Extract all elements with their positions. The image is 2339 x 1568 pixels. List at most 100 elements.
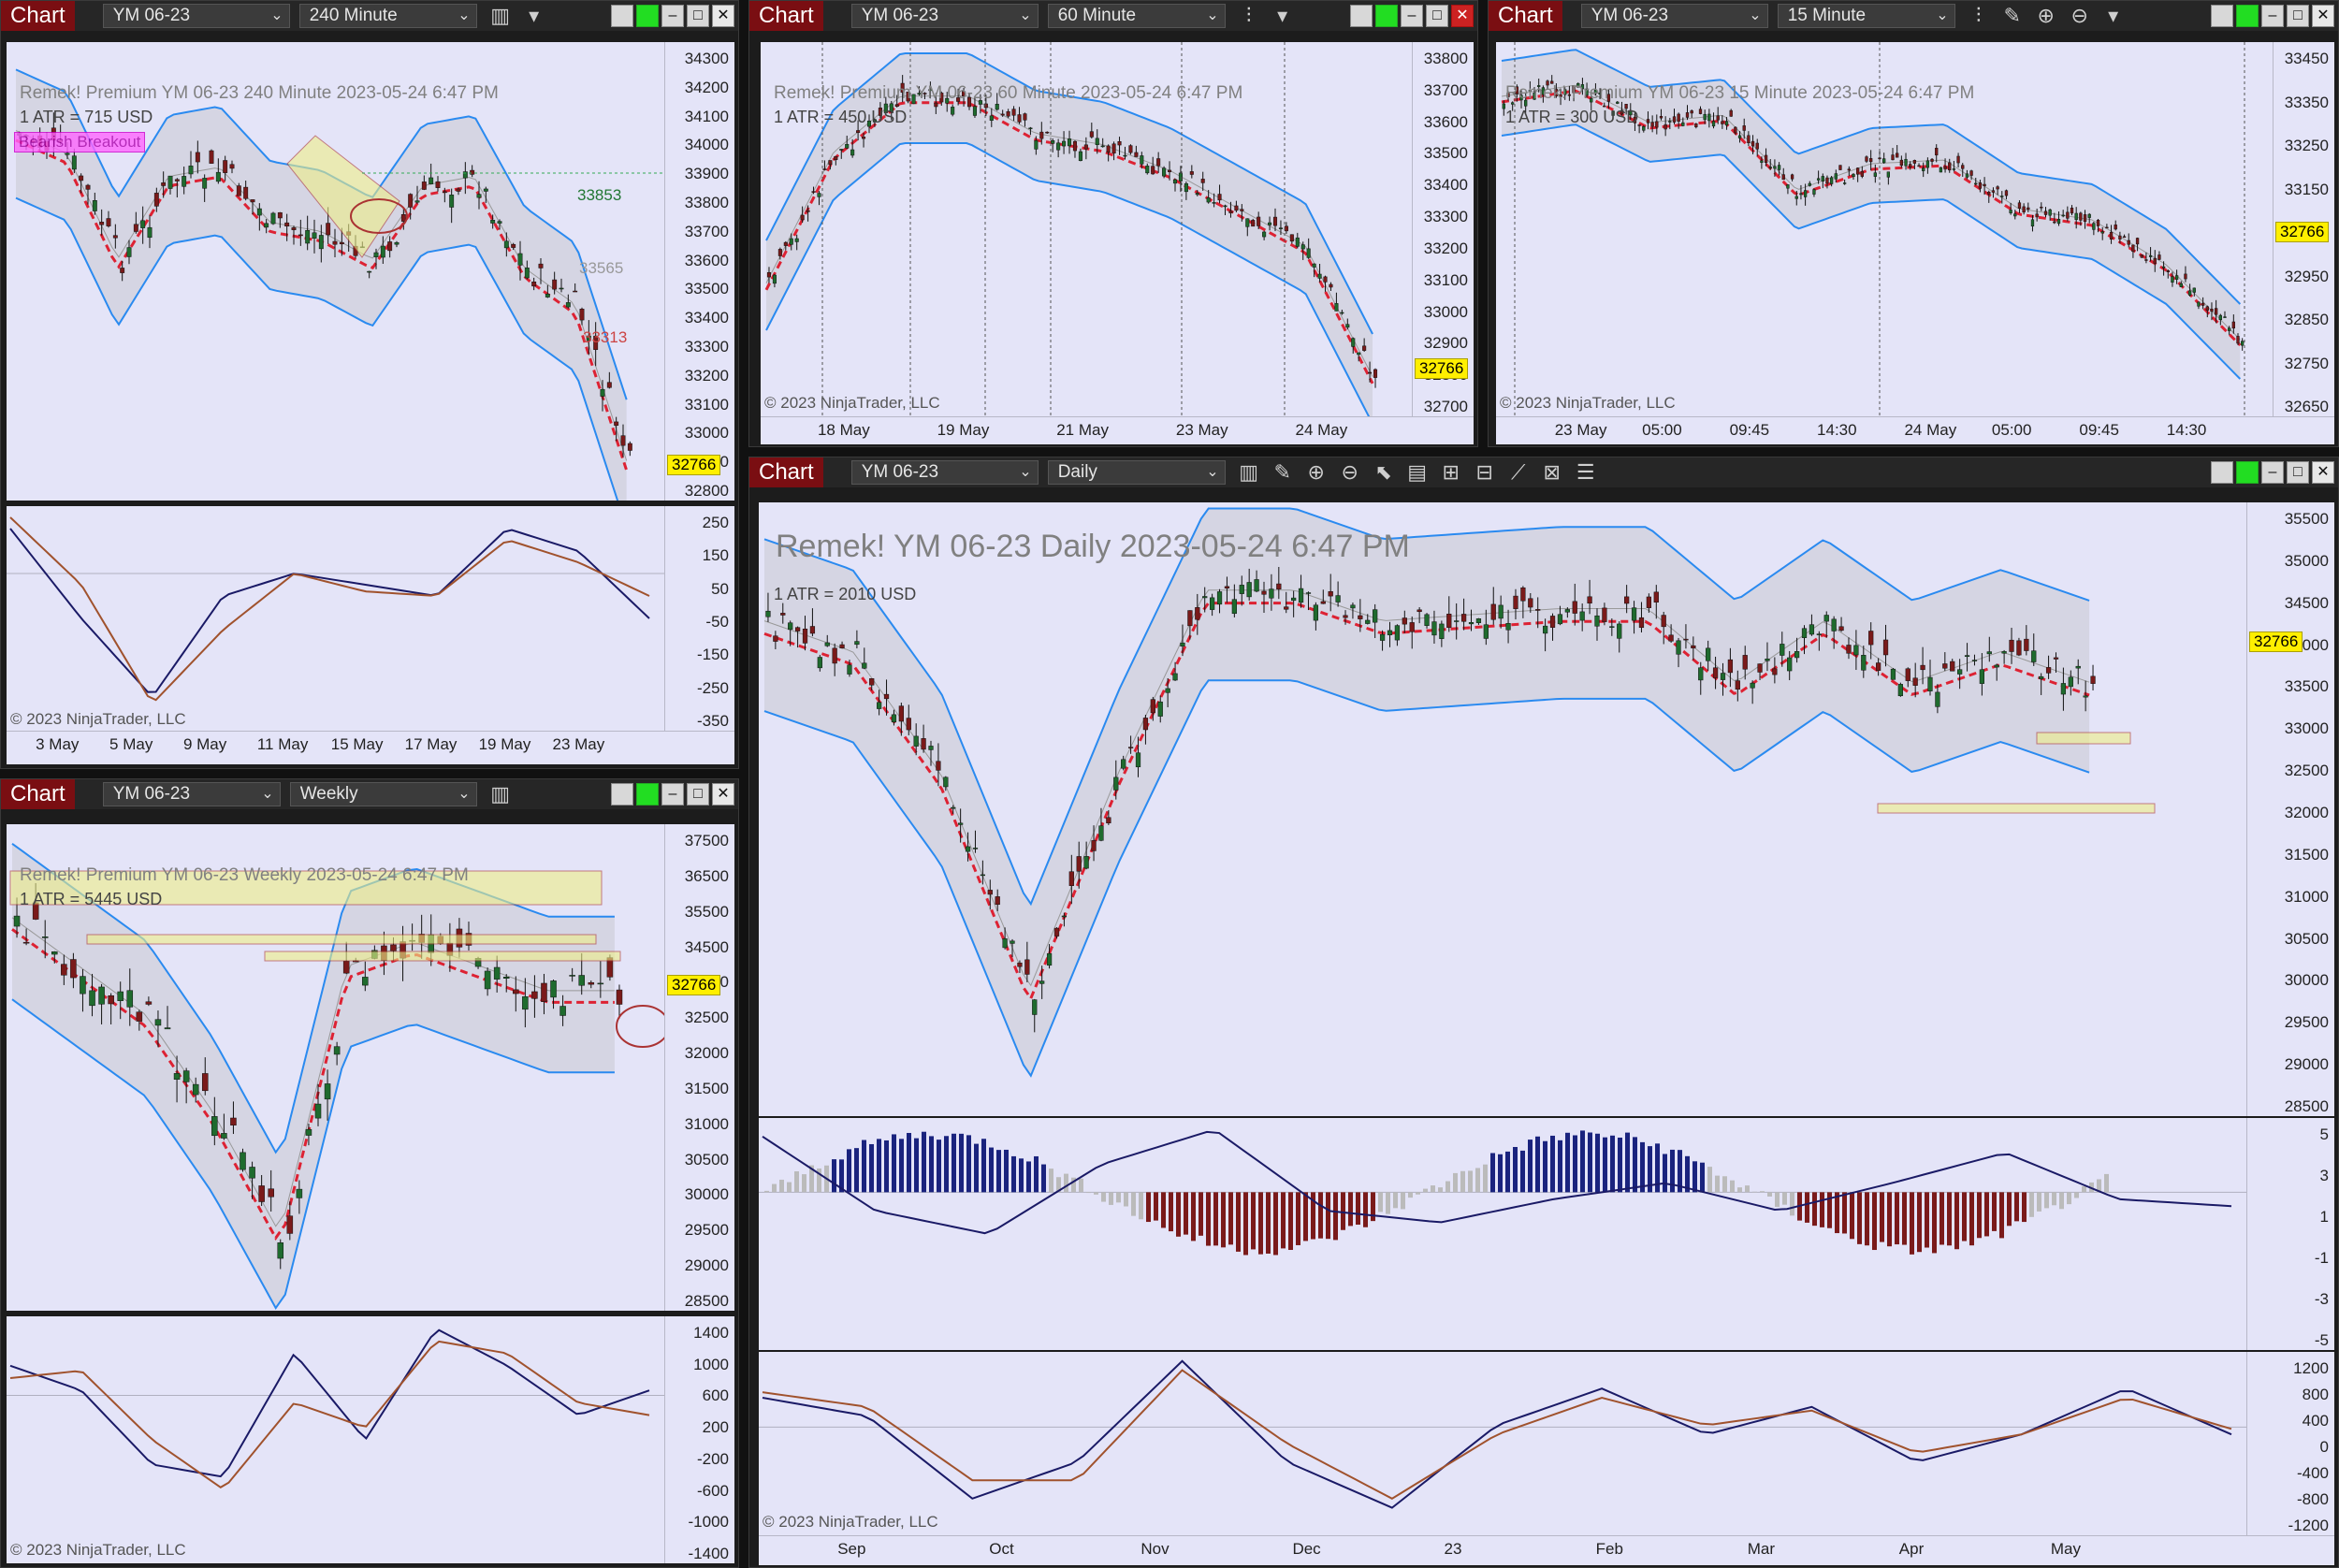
link-button[interactable]: [1350, 5, 1373, 27]
candle-body: [1039, 980, 1045, 984]
oscillator-panel[interactable]: © 2023 NinjaTrader, LLC: [759, 1352, 2246, 1535]
candle-body: [1142, 718, 1149, 731]
oscillator-axis[interactable]: 1200 800 400 0 -400 -800 -1200: [2246, 1352, 2334, 1535]
indicators-icon[interactable]: ⊞: [1442, 460, 1460, 484]
minimize-icon[interactable]: –: [2261, 461, 2284, 484]
time-axis[interactable]: 18 May 19 May 21 May 23 May 24 May: [761, 416, 1474, 444]
candle-body: [1904, 158, 1908, 167]
candle-body: [483, 188, 488, 192]
minimize-icon[interactable]: –: [1401, 5, 1423, 27]
time-axis[interactable]: 3 May 5 May 9 May 11 May 15 May 17 May 19 May 2…: [7, 731, 734, 764]
bar-chart-icon[interactable]: ⫶: [1975, 4, 1982, 27]
axis-tick-label: 3: [2319, 1167, 2329, 1184]
interval-select[interactable]: 240 Minute ⌄: [298, 4, 477, 28]
price-panel[interactable]: Remek! Premium YM 06-23 60 Minute 2023-0…: [761, 42, 1412, 416]
interval-select[interactable]: Daily ⌄: [1047, 460, 1226, 485]
time-axis[interactable]: 23 May 05:00 09:45 14:30 24 May 05:00 09:45 14:…: [1496, 416, 2334, 444]
strategies-icon[interactable]: ⊟: [1475, 460, 1493, 484]
maximize-icon[interactable]: □: [687, 5, 709, 27]
zoom-in-icon[interactable]: ⊕: [1307, 460, 1325, 484]
chevron-down-icon[interactable]: ▾: [1277, 4, 1288, 27]
connection-indicator[interactable]: [2236, 461, 2259, 484]
zoom-in-icon[interactable]: ⊕: [2037, 4, 2055, 27]
minimize-icon[interactable]: –: [661, 5, 684, 27]
pencil-icon[interactable]: ✎: [2003, 4, 2021, 27]
lower-band-line: [11, 998, 615, 1310]
bar-chart-icon[interactable]: ▥: [490, 782, 511, 806]
price-axis[interactable]: 3750036500355003450033500325003200031500…: [664, 824, 734, 1311]
candle-body: [1729, 109, 1733, 117]
instrument-select[interactable]: YM 06-23 ⌄: [1580, 4, 1768, 28]
bar-chart-icon[interactable]: ⫶: [1245, 4, 1252, 27]
zoom-out-icon[interactable]: ⊖: [1341, 460, 1358, 484]
time-axis[interactable]: Sep Oct Nov Dec 23 Feb Mar Apr May: [759, 1535, 2334, 1565]
oscillator-axis[interactable]: 250 150 50 -50 -150 -250 -350: [664, 506, 734, 731]
chevron-down-icon[interactable]: ▾: [2108, 4, 2119, 27]
candle-body: [2004, 190, 2009, 196]
data-box-icon[interactable]: ▤: [1407, 460, 1428, 484]
oscillator-panel[interactable]: © 2023 NinjaTrader, LLC: [7, 1316, 664, 1563]
price-axis[interactable]: 34300 34200 34100 34000 33900 33800 33700 33600…: [664, 42, 734, 501]
connection-indicator[interactable]: [636, 783, 659, 806]
close-icon[interactable]: ✕: [712, 5, 734, 27]
properties-icon[interactable]: ⟋: [1510, 460, 1526, 484]
interval-select[interactable]: 15 Minute ⌄: [1777, 4, 1955, 28]
close-icon[interactable]: ✕: [2312, 461, 2334, 484]
price-panel[interactable]: Remek! Premium YM 06-23 240 Minute 2023-…: [7, 42, 664, 501]
histogram-panel[interactable]: [759, 1118, 2246, 1350]
cursor-icon[interactable]: ⬉: [1374, 460, 1392, 484]
close-icon[interactable]: ✕: [2312, 5, 2334, 27]
connection-indicator[interactable]: [636, 5, 659, 27]
candle-body: [1053, 927, 1060, 936]
price-axis[interactable]: 33800 33700 33600 33500 33400 33300 33200 33100…: [1412, 42, 1474, 416]
histogram-bar: [1558, 1140, 1562, 1193]
connection-indicator[interactable]: [2236, 5, 2259, 27]
link-button[interactable]: [2211, 5, 2233, 27]
instrument-select[interactable]: YM 06-23 ⌄: [850, 460, 1039, 485]
link-button[interactable]: [611, 5, 633, 27]
candle-body: [1409, 622, 1415, 632]
list-icon[interactable]: ☰: [1576, 460, 1595, 484]
instrument-select[interactable]: YM 06-23 ⌄: [850, 4, 1039, 28]
interval-select[interactable]: Weekly ⌄: [289, 782, 477, 806]
candle-body: [1606, 94, 1611, 102]
minimize-icon[interactable]: –: [661, 783, 684, 806]
interval-select[interactable]: 60 Minute ⌄: [1047, 4, 1226, 28]
close-icon[interactable]: ✕: [712, 783, 734, 806]
pencil-icon[interactable]: ✎: [1273, 460, 1291, 484]
histogram-bar: [1423, 1188, 1428, 1193]
price-axis[interactable]: 35500 35000 34500 34000 33500 33000 32500 32000…: [2246, 502, 2334, 1116]
instrument-select[interactable]: YM 06-23 ⌄: [102, 4, 290, 28]
maximize-icon[interactable]: □: [2287, 461, 2309, 484]
candle-body: [2187, 290, 2192, 296]
histogram-axis[interactable]: 5 3 1 -1 -3 -5: [2246, 1118, 2334, 1350]
price-panel[interactable]: Remek! YM 06-23 Daily 2023-05-24 6:47 PM…: [759, 502, 2246, 1116]
instrument-select[interactable]: YM 06-23 ⌄: [102, 782, 281, 806]
price-axis[interactable]: 3345033350332503315033050329503285032750…: [2273, 42, 2334, 416]
bar-chart-icon[interactable]: ▥: [490, 4, 511, 27]
oscillator-axis[interactable]: 1400 1000 600 200 -200 -600 -1000 -1400: [664, 1316, 734, 1563]
maximize-icon[interactable]: □: [687, 783, 709, 806]
candle-body: [1964, 655, 1970, 658]
candle-body: [296, 1188, 303, 1198]
candle-body: [2001, 651, 2007, 654]
maximize-icon[interactable]: □: [1426, 5, 1448, 27]
zoom-out-icon[interactable]: ⊖: [2070, 4, 2088, 27]
candle-body: [2061, 214, 2065, 217]
histogram-bar: [1431, 1185, 1435, 1193]
price-panel[interactable]: Remek! Premium YM 06-23 Weekly 2023-05-2…: [7, 824, 664, 1311]
connection-indicator[interactable]: [1375, 5, 1398, 27]
calculator-icon[interactable]: ⊠: [1543, 460, 1561, 484]
candle-body: [773, 635, 778, 642]
oscillator-panel[interactable]: © 2023 NinjaTrader, LLC: [7, 506, 664, 731]
histogram-bar: [802, 1174, 806, 1193]
link-button[interactable]: [2211, 461, 2233, 484]
link-button[interactable]: [611, 783, 633, 806]
minimize-icon[interactable]: –: [2261, 5, 2284, 27]
close-icon[interactable]: ✕: [1451, 5, 1474, 27]
price-panel[interactable]: Remek! Premium YM 06-23 15 Minute 2023-0…: [1496, 42, 2273, 416]
chevron-down-icon[interactable]: ▾: [529, 4, 540, 27]
bar-chart-icon[interactable]: ▥: [1239, 460, 1259, 484]
maximize-icon[interactable]: □: [2287, 5, 2309, 27]
candle-body: [182, 176, 187, 187]
